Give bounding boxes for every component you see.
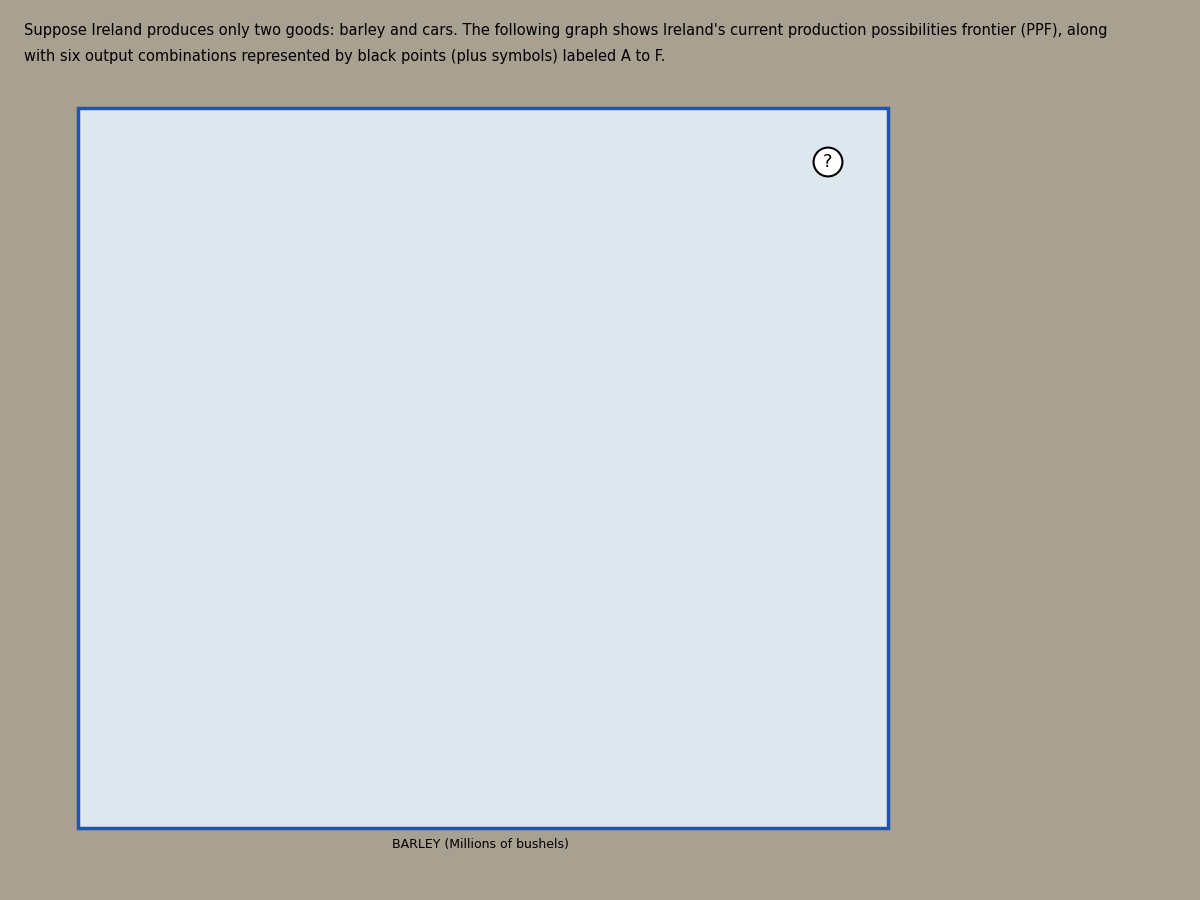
Y-axis label: CARS (Millions): CARS (Millions) — [116, 484, 128, 579]
Text: Suppose Ireland produces only two goods: barley and cars. The following graph sh: Suppose Ireland produces only two goods:… — [24, 22, 1108, 38]
Text: E: E — [468, 593, 475, 607]
Text: 46, 36: 46, 36 — [343, 554, 383, 568]
Text: B: B — [492, 404, 502, 417]
Text: D: D — [224, 767, 234, 779]
Text: with six output combinations represented by black points (plus symbols) labeled : with six output combinations represented… — [24, 50, 665, 65]
Text: ?: ? — [823, 153, 833, 171]
Text: C: C — [367, 711, 377, 724]
Text: PPF: PPF — [187, 482, 209, 495]
Text: F: F — [554, 783, 562, 796]
X-axis label: BARLEY (Millions of bushels): BARLEY (Millions of bushels) — [391, 838, 569, 851]
Text: A: A — [742, 599, 750, 612]
